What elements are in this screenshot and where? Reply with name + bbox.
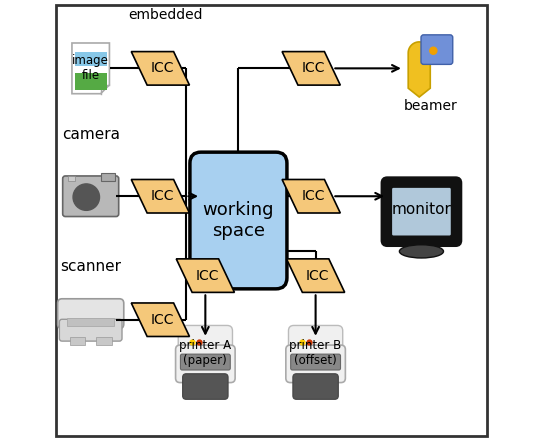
Text: printer B
(offset): printer B (offset) (289, 339, 342, 367)
Text: ICC: ICC (195, 269, 219, 283)
Text: embedded: embedded (128, 8, 203, 22)
Text: monitor: monitor (392, 202, 451, 217)
Text: camera: camera (62, 127, 119, 142)
FancyBboxPatch shape (62, 176, 119, 217)
Text: ICC: ICC (150, 61, 174, 75)
FancyBboxPatch shape (421, 35, 453, 64)
Text: beamer: beamer (403, 99, 457, 113)
Circle shape (83, 194, 90, 201)
Text: image
file: image file (72, 54, 109, 82)
Text: ICC: ICC (150, 313, 174, 327)
Bar (96, 337, 112, 345)
Circle shape (80, 191, 93, 204)
Polygon shape (282, 179, 340, 213)
FancyBboxPatch shape (58, 299, 124, 329)
Text: scanner: scanner (60, 259, 121, 274)
Polygon shape (287, 259, 345, 292)
Bar (100, 173, 115, 181)
FancyBboxPatch shape (190, 152, 287, 289)
Text: working
space: working space (203, 201, 274, 240)
FancyBboxPatch shape (293, 374, 338, 400)
Bar (416, 238, 427, 249)
FancyBboxPatch shape (291, 354, 340, 370)
FancyBboxPatch shape (182, 374, 228, 400)
Polygon shape (131, 52, 190, 85)
Polygon shape (282, 52, 340, 85)
Circle shape (77, 187, 96, 207)
Text: printer A
(paper): printer A (paper) (179, 339, 231, 367)
FancyBboxPatch shape (286, 345, 345, 383)
FancyBboxPatch shape (180, 354, 230, 370)
Bar (70, 337, 85, 345)
Bar (74, 73, 107, 90)
Polygon shape (72, 43, 110, 94)
Polygon shape (408, 42, 430, 97)
Text: ICC: ICC (306, 269, 329, 283)
FancyBboxPatch shape (392, 188, 451, 235)
Bar (74, 52, 107, 66)
FancyBboxPatch shape (288, 325, 343, 365)
FancyBboxPatch shape (59, 319, 122, 341)
FancyBboxPatch shape (178, 325, 232, 365)
FancyBboxPatch shape (175, 345, 235, 383)
Circle shape (73, 184, 99, 210)
Bar (67, 318, 114, 326)
Polygon shape (176, 259, 235, 292)
Text: ICC: ICC (301, 61, 325, 75)
Circle shape (85, 196, 87, 198)
Ellipse shape (400, 245, 444, 258)
Polygon shape (131, 303, 190, 336)
Text: ICC: ICC (150, 189, 174, 203)
Bar (67, 176, 75, 181)
FancyBboxPatch shape (382, 178, 461, 246)
Polygon shape (131, 179, 190, 213)
Circle shape (430, 47, 437, 54)
Text: ICC: ICC (301, 189, 325, 203)
